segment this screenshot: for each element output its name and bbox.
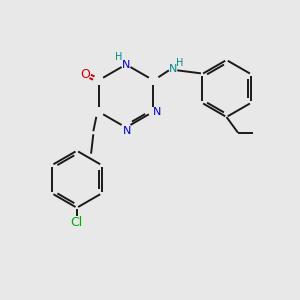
Text: H: H: [176, 58, 183, 68]
Text: O: O: [80, 68, 90, 81]
Text: N: N: [153, 107, 161, 117]
Text: N: N: [123, 125, 132, 136]
Text: Cl: Cl: [71, 216, 83, 229]
Text: H: H: [115, 52, 122, 62]
Text: N: N: [122, 59, 130, 70]
Text: N: N: [169, 64, 177, 74]
